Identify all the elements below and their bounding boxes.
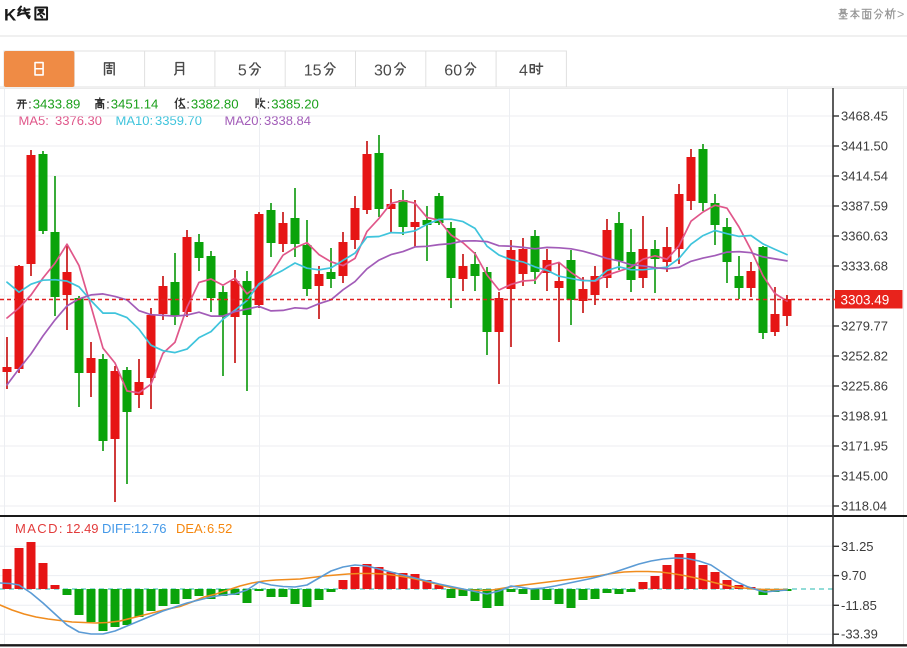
svg-text:3359.70: 3359.70 (155, 113, 202, 128)
svg-text:MA5:: MA5: (19, 113, 49, 128)
svg-text:3279.77: 3279.77 (841, 319, 888, 334)
svg-text:5: 5 (238, 63, 247, 80)
svg-text:MACD:: MACD: (15, 521, 64, 536)
svg-text::: : (28, 97, 32, 112)
svg-text:3252.82: 3252.82 (841, 349, 888, 364)
svg-text::: : (106, 97, 110, 112)
svg-text:-33.39: -33.39 (841, 627, 878, 642)
svg-text:60: 60 (444, 63, 462, 80)
svg-text:30: 30 (374, 63, 392, 80)
svg-text:3333.68: 3333.68 (841, 259, 888, 274)
svg-text:3468.45: 3468.45 (841, 109, 888, 124)
svg-text:DIFF:: DIFF: (102, 521, 135, 536)
svg-text:31.25: 31.25 (841, 539, 874, 554)
svg-text:3382.80: 3382.80 (191, 97, 239, 112)
svg-text:3118.04: 3118.04 (841, 499, 887, 514)
svg-text:MA20:: MA20: (225, 113, 263, 128)
svg-text:4: 4 (519, 63, 528, 80)
svg-text:12.49: 12.49 (66, 521, 99, 536)
svg-text:3360.63: 3360.63 (841, 229, 888, 244)
svg-text:3145.00: 3145.00 (841, 469, 888, 484)
svg-text:-11.85: -11.85 (841, 598, 877, 613)
svg-text:3376.30: 3376.30 (55, 113, 102, 128)
svg-text:3433.89: 3433.89 (33, 97, 81, 112)
svg-text::: : (186, 97, 190, 112)
svg-text:12.76: 12.76 (134, 521, 167, 536)
svg-text:3198.91: 3198.91 (841, 409, 888, 424)
svg-text:15: 15 (304, 63, 322, 80)
svg-text:K: K (4, 6, 17, 25)
svg-text:DEA:: DEA: (176, 521, 206, 536)
svg-text:3338.84: 3338.84 (264, 113, 311, 128)
svg-text::: : (267, 97, 271, 112)
svg-text:9.70: 9.70 (841, 568, 866, 583)
svg-text:>: > (897, 8, 904, 22)
svg-text:3451.14: 3451.14 (111, 97, 159, 112)
svg-text:3385.20: 3385.20 (271, 97, 319, 112)
svg-text:6.52: 6.52 (207, 521, 232, 536)
svg-text:3441.50: 3441.50 (841, 139, 888, 154)
svg-text:3303.49: 3303.49 (841, 293, 890, 308)
svg-text:3414.54: 3414.54 (841, 169, 888, 184)
svg-text:3225.86: 3225.86 (841, 379, 888, 394)
svg-text:3171.95: 3171.95 (841, 439, 888, 454)
svg-text:3387.59: 3387.59 (841, 199, 888, 214)
svg-text:MA10:: MA10: (116, 113, 154, 128)
